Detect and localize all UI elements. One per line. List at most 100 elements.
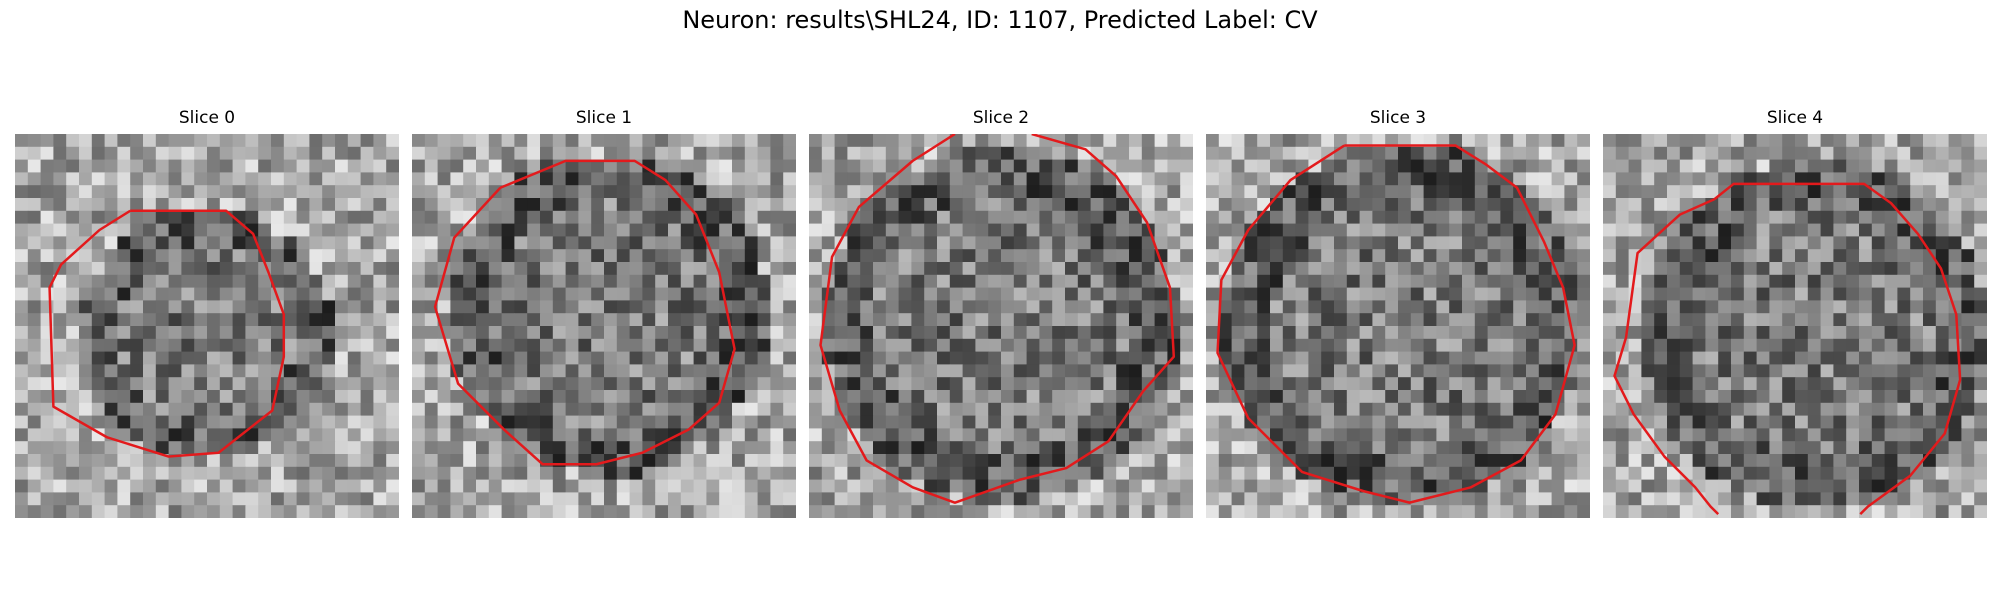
image-pixel [1462,172,1476,186]
image-pixel [770,390,784,404]
image-pixel [911,134,925,148]
image-pixel [1359,479,1373,493]
image-pixel [1667,505,1681,518]
image-pixel [770,172,784,186]
image-pixel [616,198,631,212]
image-pixel [1103,134,1117,148]
image-pixel [1769,134,1783,148]
image-pixel [732,262,746,276]
image-pixel [1218,146,1233,161]
image-pixel [809,441,823,455]
image-pixel [232,390,246,404]
roi-contour [1216,144,1576,504]
image-pixel [1615,262,1630,276]
image-pixel [450,185,464,199]
image-pixel [309,492,323,506]
image-pixel [1679,505,1694,518]
image-pixel [1141,172,1156,186]
image-pixel [283,402,298,417]
image-pixel [1474,351,1489,365]
image-pixel [642,159,656,173]
image-pixel [1129,492,1143,506]
image-pixel [1551,300,1565,314]
image-pixel [668,210,682,225]
image-pixel [604,479,618,493]
image-pixel [924,351,938,365]
image-pixel [1756,466,1770,481]
image-pixel [873,402,887,417]
image-pixel [1180,415,1193,429]
image-pixel [873,134,887,148]
image-pixel [668,492,682,506]
image-pixel [1628,326,1642,340]
image-pixel [514,505,528,518]
image-pixel [117,134,131,148]
image-pixel [732,146,746,161]
image-pixel [476,185,490,199]
slice-title: Slice 3 [1369,108,1427,128]
image-pixel [1282,159,1297,173]
image-pixel [373,185,387,199]
image-pixel [1462,377,1476,391]
image-pixel [1423,198,1437,212]
image-pixel [335,185,349,199]
image-pixel [1334,377,1348,391]
image-pixel [540,402,554,417]
image-pixel [1141,492,1156,506]
image-pixel [809,402,823,417]
image-pixel [1026,479,1040,493]
image-pixel [783,274,796,289]
image-pixel [104,326,118,340]
image-pixel [437,505,451,518]
image-pixel [1846,351,1860,365]
image-pixel [655,479,669,493]
image-pixel [335,479,349,493]
image-pixel [1692,249,1706,263]
image-pixel [1308,441,1322,455]
image-pixel [1090,236,1104,250]
image-pixel [949,249,964,263]
image-pixel [1231,428,1245,442]
image-pixel [412,210,426,225]
image-pixel [693,351,707,365]
image-pixel [1551,377,1565,391]
image-pixel [1308,492,1322,506]
image-pixel [1282,338,1297,353]
image-pixel [1935,390,1950,404]
image-pixel [53,428,67,442]
image-pixel [1577,249,1590,263]
image-pixel [1641,262,1655,276]
image-pixel [1231,351,1245,365]
image-pixel [1385,172,1399,186]
image-pixel [1116,326,1130,340]
image-pixel [194,441,208,455]
image-pixel [1398,326,1412,340]
image-pixel [1218,287,1233,301]
image-pixel [860,351,874,365]
image-pixel [783,479,796,493]
image-pixel [1116,479,1130,493]
image-pixel [988,274,1002,289]
image-pixel [1654,326,1668,340]
image-pixel [1103,287,1117,301]
image-pixel [565,172,579,186]
image-pixel [873,351,887,365]
image-pixel [1641,313,1655,327]
image-pixel [1013,223,1028,237]
image-pixel [245,146,259,161]
image-pixel [322,249,336,263]
image-pixel [296,313,310,327]
image-pixel [488,249,503,263]
image-pixel [1667,479,1681,493]
image-pixel [194,402,208,417]
image-pixel [873,377,887,391]
image-pixel [668,287,682,301]
image-pixel [540,479,554,493]
image-pixel [1756,274,1770,289]
image-pixel [924,364,938,378]
image-pixel [604,198,618,212]
image-pixel [130,159,144,173]
image-pixel [1141,262,1156,276]
image-pixel [501,505,515,518]
image-pixel [1167,415,1181,429]
